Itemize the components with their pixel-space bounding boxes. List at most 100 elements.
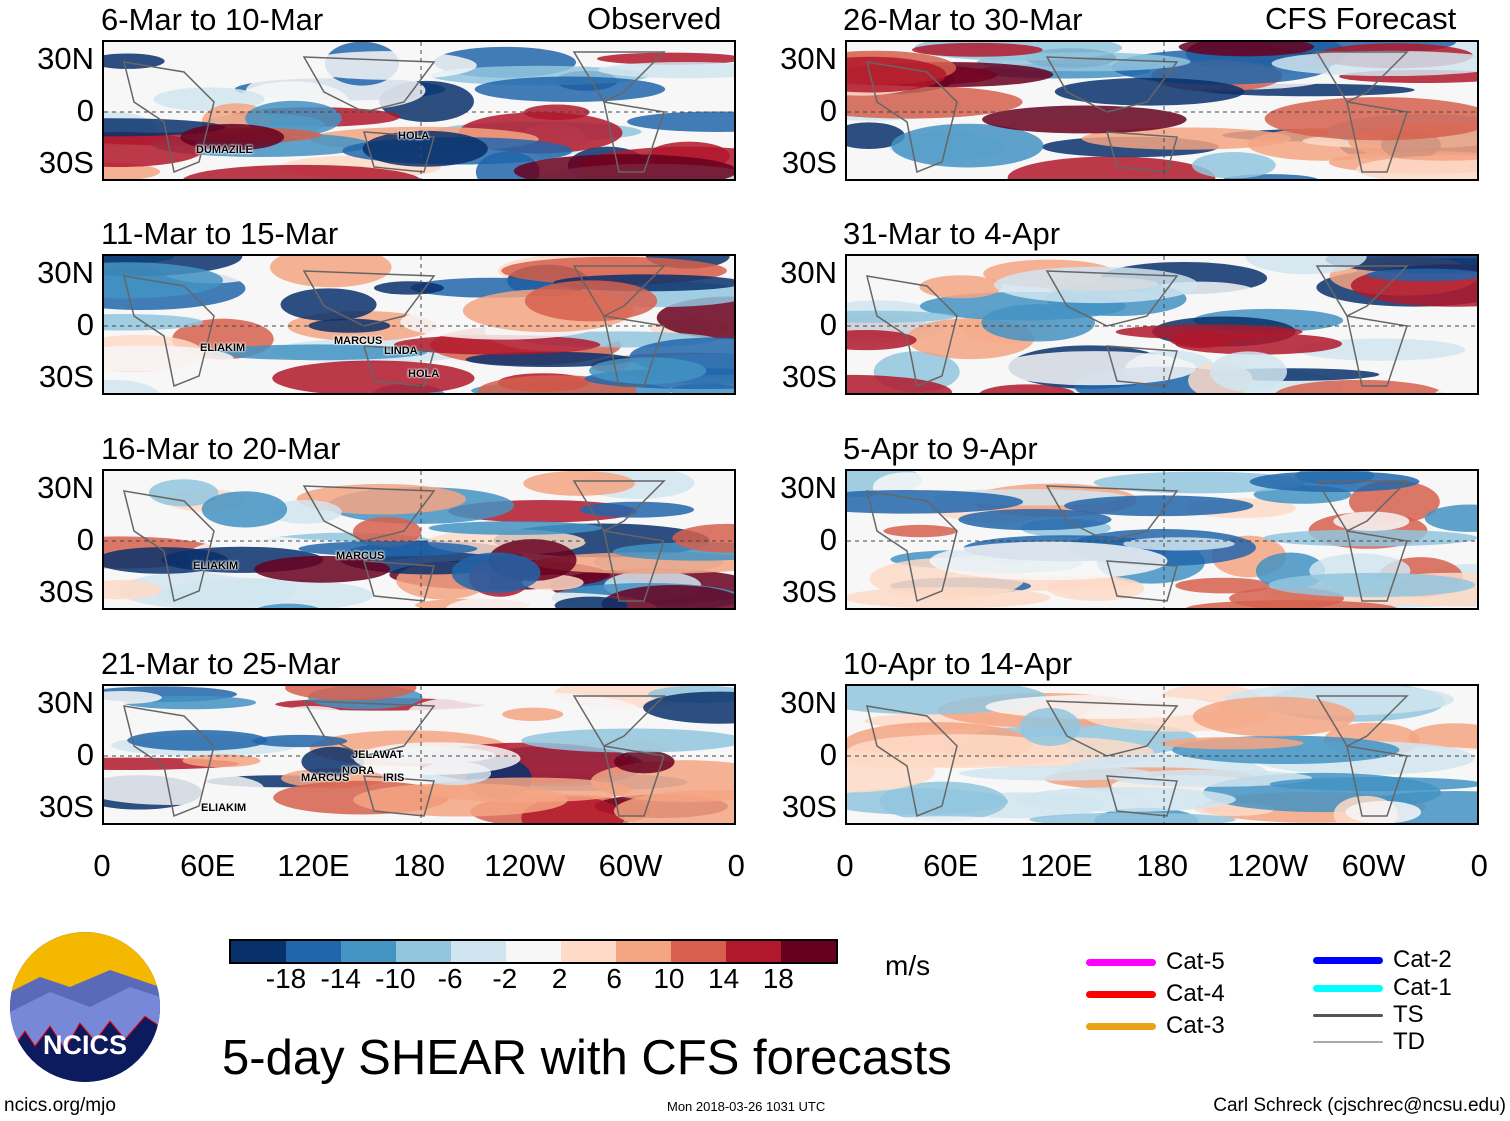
storm-label: HOLA xyxy=(408,368,440,380)
continent-outline xyxy=(122,695,666,818)
lat-label: 30N xyxy=(780,685,837,720)
shear-contour xyxy=(362,130,488,167)
legend-item: TD xyxy=(1313,1028,1425,1056)
lon-label: 180 xyxy=(393,848,445,883)
legend-line xyxy=(1313,1013,1383,1017)
shear-contour xyxy=(1054,77,1245,106)
shear-contour xyxy=(979,384,1075,393)
shear-contour xyxy=(1192,696,1355,737)
lat-label: 30N xyxy=(37,470,94,505)
shear-contour xyxy=(148,479,219,507)
lat-label: 30N xyxy=(37,41,94,76)
shear-contour xyxy=(127,729,268,751)
storm-label: MARCUS xyxy=(301,772,350,784)
shear-map-panel xyxy=(102,40,736,181)
colorbar-swatch xyxy=(561,941,616,962)
shear-contour xyxy=(981,304,1095,342)
legend-label: TS xyxy=(1393,1001,1424,1028)
lon-label: 60E xyxy=(180,848,236,883)
legend-label: TD xyxy=(1393,1028,1425,1055)
continent-outline xyxy=(122,51,666,174)
storm-label: HOLA xyxy=(398,130,430,142)
shear-contour xyxy=(104,262,224,299)
colorbar-units: m/s xyxy=(885,950,931,981)
shear-contour xyxy=(929,541,1168,581)
lon-label: 60E xyxy=(923,848,979,883)
lon-label: 120E xyxy=(1020,848,1093,883)
storm-label: MARCUS xyxy=(336,550,385,562)
shear-contour xyxy=(1333,511,1410,531)
shear-contour xyxy=(1275,379,1444,393)
panel-title: 11-Mar to 15-Mar xyxy=(101,216,339,251)
lon-label: 0 xyxy=(1470,848,1488,883)
storm-label: IRIS xyxy=(383,772,405,784)
shear-map-panel xyxy=(845,254,1479,395)
shear-contour xyxy=(1424,504,1477,532)
shear-contour xyxy=(579,501,695,518)
lon-label: 120E xyxy=(277,848,350,883)
lat-label: 30S xyxy=(38,359,94,394)
colorbar-label: 18 xyxy=(762,963,794,994)
legend-label: Cat-1 xyxy=(1393,974,1452,1001)
lat-label: 0 xyxy=(819,737,837,772)
shear-contour xyxy=(985,694,1220,719)
lat-label: 30N xyxy=(780,470,837,505)
lat-label: 0 xyxy=(819,522,837,557)
shear-contour xyxy=(104,691,162,705)
shear-contour xyxy=(428,521,602,535)
storm-label: MARCUS xyxy=(334,335,383,347)
figure-title: 5-day SHEAR with CFS forecasts xyxy=(222,1031,952,1085)
shear-contour xyxy=(1355,155,1477,179)
panel-title: 26-Mar to 30-Mar xyxy=(843,2,1083,37)
panel-title: 10-Apr to 14-Apr xyxy=(843,646,1073,681)
shear-contour xyxy=(252,734,348,748)
shear-contour xyxy=(601,584,734,608)
shear-contour xyxy=(1435,382,1477,393)
legend-item: Cat-1 xyxy=(1313,974,1452,1002)
continent-outline xyxy=(865,51,1409,174)
shear-contour xyxy=(182,754,261,768)
shear-contour xyxy=(1093,471,1306,494)
shear-map-panel xyxy=(102,254,736,395)
colorbar-label: 6 xyxy=(606,963,622,994)
shear-contour xyxy=(847,85,1023,119)
footer-url[interactable]: ncics.org/mjo xyxy=(4,1095,116,1116)
shear-contour xyxy=(1113,769,1313,787)
lat-label: 0 xyxy=(76,737,94,772)
shear-contour xyxy=(854,816,1033,823)
lon-label: 60W xyxy=(598,848,663,883)
storm-label: ELIAKIM xyxy=(193,560,239,572)
legend-item: TS xyxy=(1313,1001,1424,1029)
shear-contour xyxy=(598,61,734,79)
legend-label: Cat-3 xyxy=(1166,1012,1225,1039)
shear-contour xyxy=(672,523,734,553)
shear-map-panel xyxy=(845,684,1479,825)
legend-line xyxy=(1313,984,1383,992)
shear-map-panel xyxy=(845,469,1479,610)
shear-contour xyxy=(523,471,635,496)
shear-contour xyxy=(589,357,707,385)
shear-contour xyxy=(502,707,564,721)
lon-label: 60W xyxy=(1341,848,1406,883)
shear-contour xyxy=(104,131,205,168)
colorbar-swatch xyxy=(341,941,396,962)
shear-contour xyxy=(613,750,675,774)
lon-label: 120W xyxy=(1227,848,1309,883)
shear-contour xyxy=(373,281,444,295)
lat-label: 0 xyxy=(76,93,94,128)
storm-label: LINDA xyxy=(384,345,418,357)
lat-label: 30N xyxy=(37,685,94,720)
shear-contour xyxy=(1160,737,1304,750)
footer-timestamp: Mon 2018-03-26 1031 UTC xyxy=(667,1099,826,1114)
legend-label: Cat-2 xyxy=(1393,946,1452,973)
shear-contour xyxy=(847,750,936,793)
shear-field xyxy=(104,42,734,179)
colorbar-label: -6 xyxy=(437,963,463,994)
legend-line xyxy=(1313,1041,1383,1043)
logo-text: NCICS xyxy=(43,1030,127,1060)
shear-contour xyxy=(919,275,1003,299)
shear-contour xyxy=(353,783,568,817)
lon-label: 0 xyxy=(727,848,745,883)
colorbar-swatch xyxy=(396,941,451,962)
